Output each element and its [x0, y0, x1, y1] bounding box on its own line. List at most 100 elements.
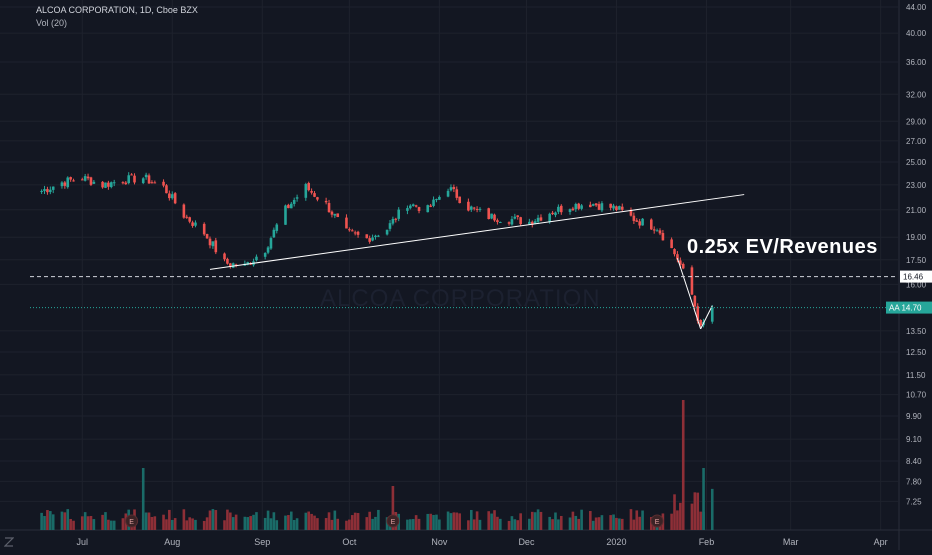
candle-body[interactable]: [641, 218, 644, 226]
candle-body[interactable]: [388, 223, 392, 229]
candle-body[interactable]: [368, 238, 371, 242]
candle-body[interactable]: [214, 240, 218, 253]
candle-body[interactable]: [86, 176, 90, 179]
candle-body[interactable]: [266, 247, 270, 253]
candle-body[interactable]: [391, 218, 395, 224]
candle-body[interactable]: [194, 222, 197, 226]
candle-body[interactable]: [438, 196, 441, 200]
candle-body[interactable]: [571, 208, 575, 211]
candle-body[interactable]: [330, 211, 334, 215]
candle-body[interactable]: [429, 205, 432, 207]
candle-body[interactable]: [60, 182, 64, 187]
candle-body[interactable]: [89, 177, 93, 185]
candle-body[interactable]: [188, 217, 191, 222]
candle-body[interactable]: [670, 239, 673, 249]
candle-body[interactable]: [499, 221, 502, 223]
candle-body[interactable]: [107, 182, 110, 187]
candle-body[interactable]: [310, 191, 313, 193]
candle-body[interactable]: [377, 235, 380, 237]
candle-body[interactable]: [615, 206, 618, 211]
candle-body[interactable]: [327, 203, 331, 213]
candle-body[interactable]: [597, 204, 601, 210]
candle-body[interactable]: [539, 217, 543, 221]
candle-body[interactable]: [127, 175, 131, 184]
candle-body[interactable]: [324, 200, 328, 203]
candle-body[interactable]: [467, 201, 470, 211]
candle-body[interactable]: [385, 229, 389, 235]
candle-body[interactable]: [507, 222, 511, 224]
candle-body[interactable]: [638, 221, 641, 226]
candle-body[interactable]: [409, 205, 412, 209]
candle-body[interactable]: [676, 254, 679, 260]
earnings-marker-icon[interactable]: [386, 514, 400, 528]
candle-body[interactable]: [234, 264, 238, 266]
candle-body[interactable]: [612, 205, 615, 209]
candle-body[interactable]: [589, 204, 592, 208]
candle-body[interactable]: [229, 263, 232, 267]
candle-body[interactable]: [594, 203, 598, 206]
candle-body[interactable]: [618, 206, 621, 210]
candle-body[interactable]: [144, 174, 148, 178]
candle-body[interactable]: [516, 215, 520, 217]
candle-body[interactable]: [632, 215, 636, 221]
candle-body[interactable]: [496, 220, 499, 223]
candle-body[interactable]: [133, 175, 136, 183]
candle-body[interactable]: [292, 199, 296, 204]
candle-body[interactable]: [223, 253, 226, 260]
candle-body[interactable]: [185, 216, 189, 218]
candle-body[interactable]: [620, 206, 624, 210]
candle-body[interactable]: [458, 196, 461, 204]
candle-body[interactable]: [272, 229, 276, 238]
earnings-marker-icon[interactable]: [650, 514, 664, 528]
candle-body[interactable]: [147, 175, 151, 184]
candle-body[interactable]: [536, 217, 540, 222]
candle-body[interactable]: [141, 178, 145, 184]
candle-body[interactable]: [275, 224, 279, 231]
candle-body[interactable]: [313, 193, 316, 197]
candle-body[interactable]: [153, 182, 157, 184]
candle-body[interactable]: [519, 217, 522, 225]
candle-body[interactable]: [452, 187, 456, 190]
candle-body[interactable]: [696, 306, 700, 321]
candle-body[interactable]: [307, 183, 311, 191]
candle-body[interactable]: [374, 235, 377, 238]
candle-body[interactable]: [432, 199, 435, 206]
candle-body[interactable]: [469, 206, 473, 210]
candle-body[interactable]: [101, 181, 104, 188]
candle-body[interactable]: [83, 176, 87, 181]
candle-body[interactable]: [574, 203, 578, 210]
candle-body[interactable]: [551, 212, 554, 215]
candle-body[interactable]: [121, 182, 125, 184]
candle-body[interactable]: [577, 203, 581, 209]
candle-body[interactable]: [170, 194, 174, 199]
candle-body[interactable]: [226, 258, 229, 264]
candle-body[interactable]: [568, 209, 572, 213]
candle-body[interactable]: [182, 204, 186, 218]
candle-body[interactable]: [475, 208, 479, 210]
candle-body[interactable]: [46, 189, 49, 193]
trendline[interactable]: [700, 305, 713, 330]
candle-body[interactable]: [173, 193, 177, 204]
candle-body[interactable]: [635, 220, 639, 222]
candle-body[interactable]: [104, 182, 107, 188]
candle-body[interactable]: [710, 307, 714, 322]
candle-body[interactable]: [51, 186, 55, 190]
candle-body[interactable]: [679, 260, 682, 265]
ev-revenues-annotation[interactable]: 0.25x EV/Revenues: [687, 236, 878, 258]
candle-body[interactable]: [414, 205, 418, 207]
candle-body[interactable]: [557, 206, 560, 212]
candle-body[interactable]: [661, 233, 665, 241]
candle-body[interactable]: [528, 221, 531, 225]
trendline[interactable]: [676, 258, 702, 330]
candle-body[interactable]: [649, 219, 653, 230]
candle-body[interactable]: [202, 223, 206, 235]
candle-body[interactable]: [336, 213, 340, 218]
candle-body[interactable]: [211, 241, 215, 247]
candle-body[interactable]: [490, 213, 493, 219]
candle-body[interactable]: [548, 213, 551, 222]
candle-body[interactable]: [124, 182, 128, 185]
candle-body[interactable]: [263, 252, 267, 257]
candle-body[interactable]: [406, 208, 409, 211]
